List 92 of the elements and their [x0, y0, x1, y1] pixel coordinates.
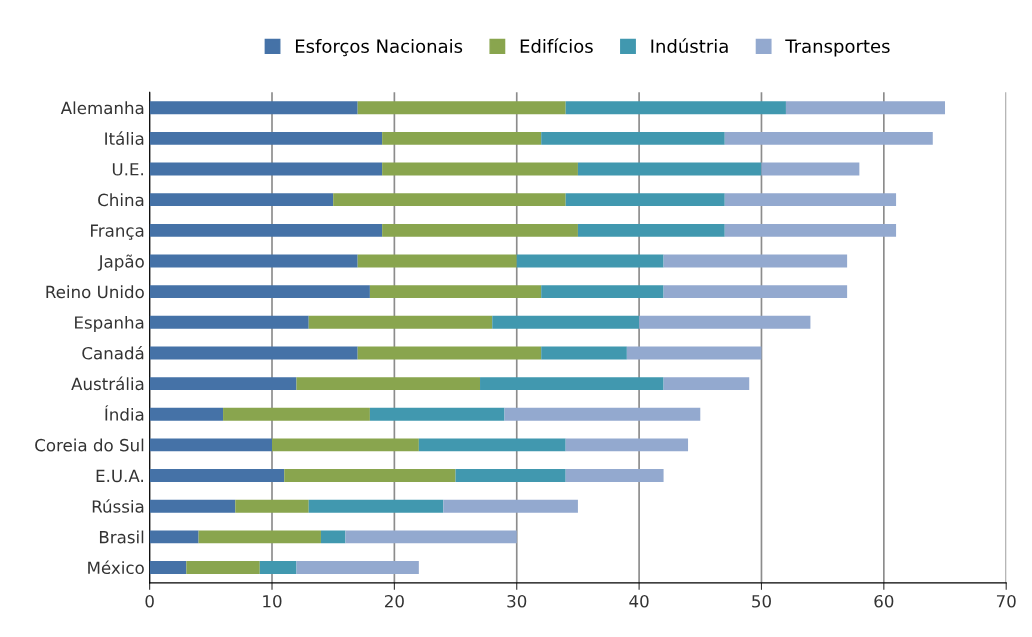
bar [724, 193, 897, 207]
bar [198, 530, 321, 544]
bar [577, 223, 725, 237]
bar [149, 407, 224, 421]
x-tick-label: 20 [384, 594, 404, 608]
bar [516, 254, 664, 268]
bar [223, 407, 370, 421]
y-tick-label: E.U.A. [96, 469, 143, 483]
bar [149, 377, 297, 391]
bar [480, 377, 664, 391]
bar [382, 223, 578, 237]
legend-label: Esforços Nacionais [295, 39, 463, 57]
bar [541, 131, 725, 145]
y-tick-label: Japão [97, 254, 144, 271]
bar [663, 254, 848, 268]
bar [565, 469, 664, 482]
y-tick-label: China [98, 193, 144, 207]
bar [455, 469, 566, 482]
bar [259, 561, 297, 574]
y-tick-label: Austrália [71, 376, 144, 391]
bar [577, 162, 762, 176]
bar [785, 101, 946, 115]
bar [149, 131, 383, 145]
bar [541, 346, 627, 360]
legend-label: Edifícios [520, 38, 593, 53]
bar [149, 561, 187, 574]
bar [308, 499, 444, 513]
bar [296, 377, 481, 391]
bar [663, 377, 750, 391]
x-tick-label: 30 [507, 594, 527, 608]
bar [149, 101, 358, 115]
legend-label: Transportes [785, 39, 890, 57]
bar [333, 193, 566, 207]
bar [504, 407, 701, 421]
bar [186, 561, 260, 574]
x-tick-label: 40 [629, 594, 649, 608]
bar [272, 438, 419, 452]
bar [235, 499, 309, 513]
y-tick-label: Reino Unido [46, 285, 144, 299]
bar [443, 499, 578, 513]
x-tick-label: 70 [996, 594, 1016, 608]
bar [541, 285, 664, 299]
bar [382, 162, 578, 176]
bar [369, 407, 505, 421]
bar [357, 254, 517, 268]
legend-label: Indústria [651, 38, 728, 53]
y-tick-label: Coreia do Sul [35, 438, 144, 452]
bar [663, 285, 848, 299]
bar [149, 530, 199, 544]
y-tick-label: U.E. [112, 163, 143, 176]
bar [284, 469, 456, 482]
x-tick-label: 10 [263, 594, 282, 608]
y-tick-label: Rússia [92, 499, 144, 513]
y-tick-label: Itália [105, 131, 144, 145]
y-tick-label: Alemanha [60, 101, 144, 115]
bar [296, 561, 419, 574]
y-tick-label: França [91, 224, 144, 240]
bar [357, 101, 566, 115]
bar [149, 315, 309, 329]
bar [565, 101, 786, 115]
bar [369, 285, 542, 299]
bar [565, 193, 725, 207]
x-tick-label: 60 [874, 594, 894, 608]
bar [724, 131, 933, 145]
bar [418, 438, 566, 452]
bar [761, 162, 860, 176]
bar [149, 254, 358, 268]
bar [149, 193, 334, 207]
x-tick-label: 50 [752, 594, 771, 608]
bar [149, 469, 285, 482]
y-tick-label: Brasil [99, 530, 144, 544]
bar [724, 223, 897, 237]
bar [149, 346, 358, 360]
bar [357, 346, 542, 360]
bar [565, 438, 689, 452]
y-tick-label: Espanha [75, 315, 144, 333]
bar [149, 285, 370, 299]
y-tick-label: México [88, 560, 144, 575]
bar [149, 438, 273, 452]
y-tick-label: Índia [105, 405, 144, 421]
bar [149, 223, 383, 237]
bar [639, 315, 811, 329]
x-tick-label: 0 [145, 594, 154, 608]
bar [382, 131, 542, 145]
bar [308, 315, 493, 329]
bar [492, 315, 640, 329]
bar [149, 162, 383, 176]
bar [345, 530, 517, 544]
bar [320, 530, 346, 544]
y-tick-label: Canadá [82, 345, 144, 360]
bar [626, 346, 762, 360]
bar [149, 499, 236, 513]
